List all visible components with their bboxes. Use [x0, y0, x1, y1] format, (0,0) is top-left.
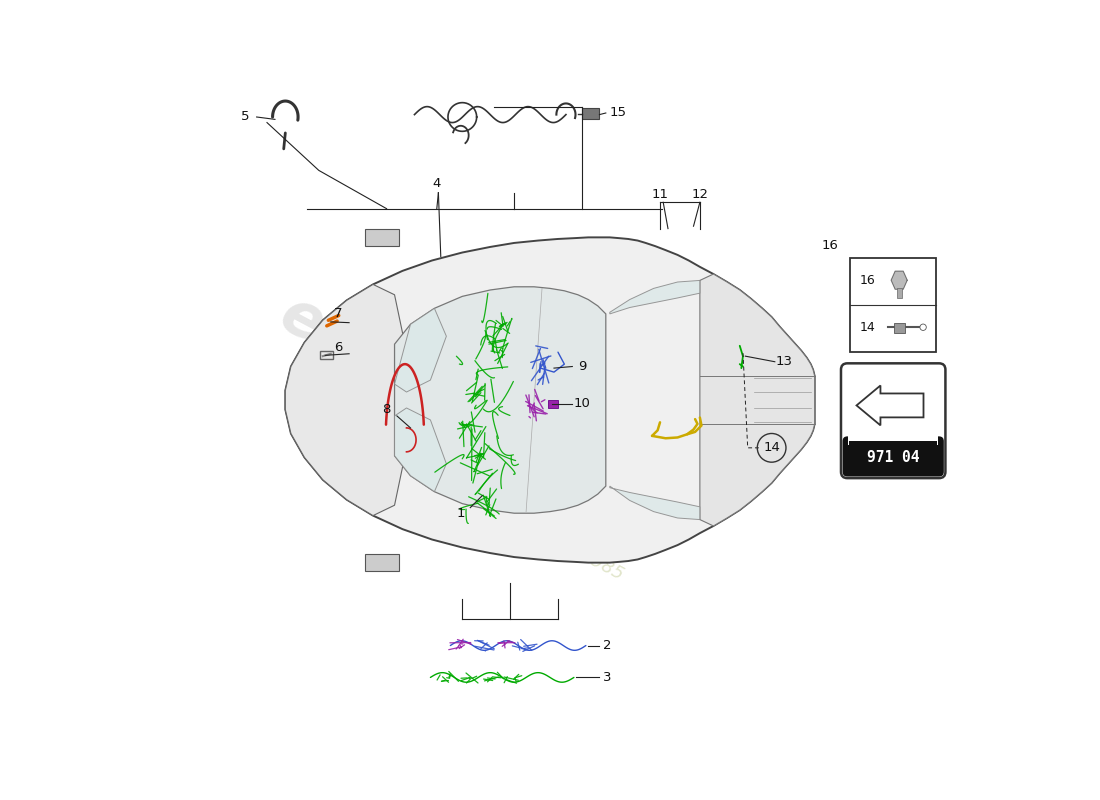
Bar [851, 438, 935, 468]
Text: 1: 1 [456, 506, 465, 520]
Polygon shape [395, 286, 606, 514]
Polygon shape [395, 408, 447, 492]
FancyBboxPatch shape [365, 229, 398, 246]
Text: 2: 2 [603, 639, 612, 652]
FancyBboxPatch shape [850, 258, 936, 352]
Polygon shape [395, 308, 447, 392]
Text: 16: 16 [859, 274, 876, 286]
Polygon shape [700, 274, 815, 526]
Text: eurospa: eurospa [270, 285, 543, 467]
Text: a passion for parts since 1985: a passion for parts since 1985 [378, 440, 626, 583]
Text: 7: 7 [333, 307, 342, 321]
Polygon shape [891, 271, 908, 289]
Polygon shape [609, 281, 700, 314]
Text: 9: 9 [578, 360, 586, 373]
Bar [848, 434, 938, 441]
Bar [896, 288, 902, 298]
Text: 12: 12 [692, 188, 708, 201]
Text: 15: 15 [609, 106, 626, 119]
Text: 4: 4 [432, 177, 441, 190]
Text: 13: 13 [776, 355, 792, 368]
FancyBboxPatch shape [893, 323, 905, 333]
Polygon shape [285, 285, 405, 515]
Text: 10: 10 [573, 398, 591, 410]
Polygon shape [609, 486, 700, 519]
Text: 5: 5 [241, 110, 250, 123]
Text: 971 04: 971 04 [867, 450, 920, 465]
Polygon shape [857, 386, 924, 426]
FancyBboxPatch shape [582, 108, 600, 119]
Text: 14: 14 [763, 442, 780, 454]
FancyBboxPatch shape [842, 363, 945, 478]
FancyBboxPatch shape [843, 436, 944, 477]
Text: 14: 14 [859, 321, 876, 334]
Circle shape [920, 324, 926, 330]
Text: 16: 16 [822, 238, 838, 252]
Text: 8: 8 [383, 403, 390, 416]
FancyBboxPatch shape [549, 400, 558, 408]
Bar [849, 441, 937, 470]
Text: 3: 3 [603, 671, 612, 684]
Text: 6: 6 [333, 341, 342, 354]
FancyBboxPatch shape [365, 554, 398, 571]
Bar [848, 437, 938, 445]
Polygon shape [285, 238, 815, 562]
Text: 11: 11 [651, 188, 669, 201]
